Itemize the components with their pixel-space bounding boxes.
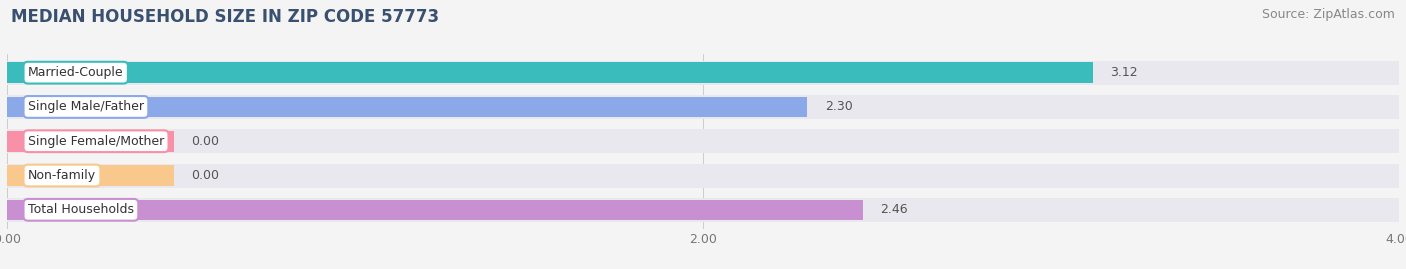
Text: 0.00: 0.00 (191, 135, 219, 148)
Bar (7, 164, 1399, 187)
Bar (7, 131, 174, 151)
Text: Total Households: Total Households (28, 203, 134, 216)
Text: Single Male/Father: Single Male/Father (28, 100, 143, 114)
Text: 2.30: 2.30 (825, 100, 852, 114)
Text: 3.12: 3.12 (1111, 66, 1137, 79)
Text: 0.00: 0.00 (191, 169, 219, 182)
Bar (7, 129, 1399, 153)
Bar (7, 198, 1399, 222)
Bar (7, 95, 1399, 119)
Bar (7, 200, 863, 220)
Bar (7, 62, 1092, 83)
Text: Non-family: Non-family (28, 169, 96, 182)
Bar (7, 97, 807, 117)
Text: Source: ZipAtlas.com: Source: ZipAtlas.com (1261, 8, 1395, 21)
Bar (7, 165, 174, 186)
Text: MEDIAN HOUSEHOLD SIZE IN ZIP CODE 57773: MEDIAN HOUSEHOLD SIZE IN ZIP CODE 57773 (11, 8, 439, 26)
Text: Married-Couple: Married-Couple (28, 66, 124, 79)
Text: Single Female/Mother: Single Female/Mother (28, 135, 165, 148)
Bar (7, 61, 1399, 85)
Text: 2.46: 2.46 (880, 203, 908, 216)
